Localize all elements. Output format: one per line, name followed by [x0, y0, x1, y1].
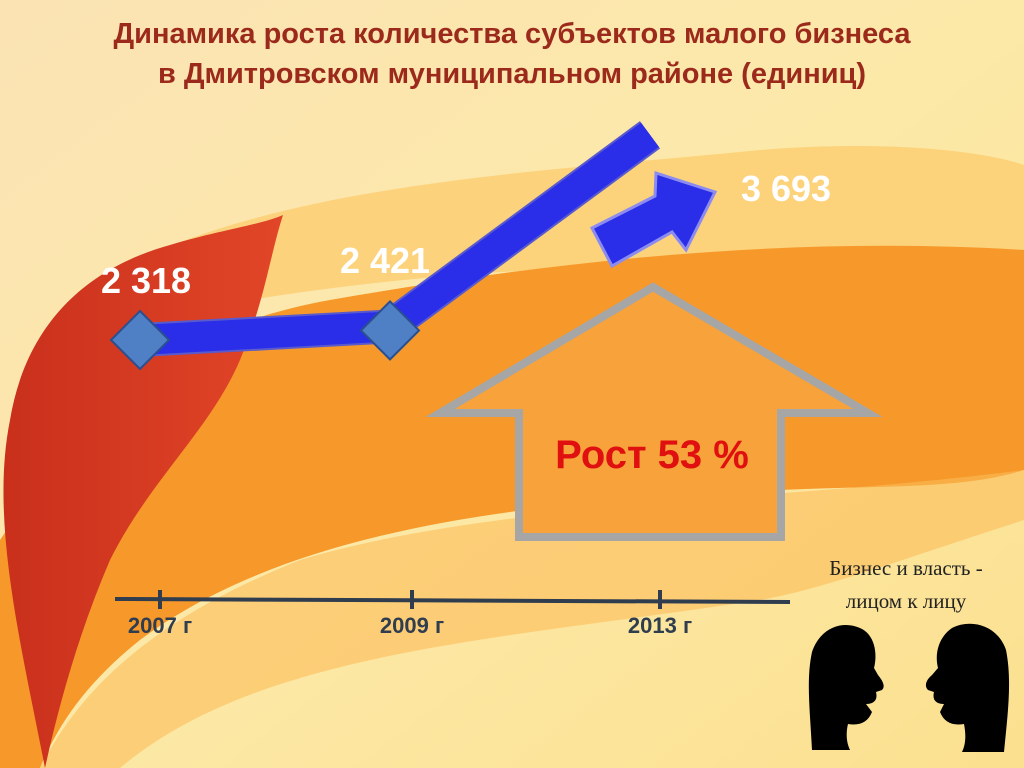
- background-lower-wave: [40, 470, 1024, 768]
- x-tick-label: 2009 г: [380, 613, 444, 638]
- data-value-label: 2 318: [101, 260, 191, 301]
- motto-line-2: лицом к лицу: [845, 589, 967, 613]
- two-faces-silhouette-icon: [808, 623, 1010, 752]
- data-value-label: 2 421: [340, 240, 430, 281]
- growth-label: Рост 53 %: [555, 433, 749, 477]
- chart-title: Динамика роста количества субъектов мало…: [0, 14, 1024, 94]
- data-point-marker: [359, 300, 421, 361]
- timeline-axis: [114, 597, 791, 604]
- data-point-marker: [109, 309, 171, 371]
- motto-line-1: Бизнес и власть -: [829, 556, 983, 580]
- title-line-1: Динамика роста количества субъектов мало…: [113, 18, 911, 50]
- up-arrow-outline-icon: [425, 282, 883, 541]
- background-red-flame: [3, 215, 284, 768]
- x-tick-label: 2007 г: [128, 613, 192, 638]
- data-value-label: 3 693: [741, 168, 831, 209]
- x-tick-label: 2013 г: [628, 613, 692, 638]
- growth-arrowhead: [589, 170, 718, 269]
- title-line-2: в Дмитровском муниципальном районе (един…: [157, 58, 867, 90]
- motto-caption: Бизнес и власть - лицом к лицу: [806, 552, 1006, 618]
